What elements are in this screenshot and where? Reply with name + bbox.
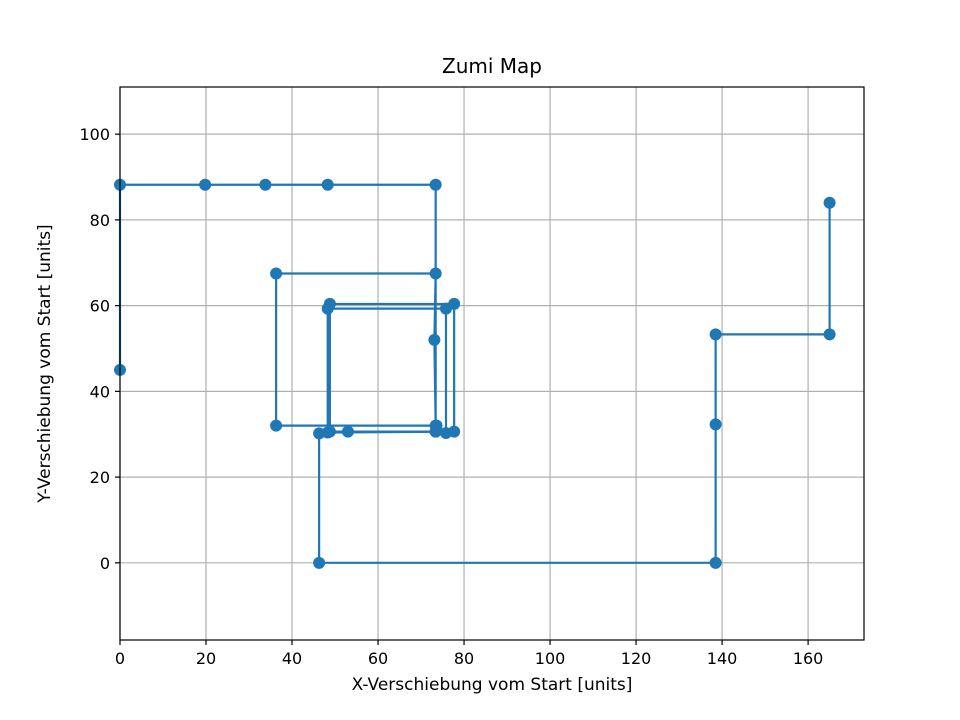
y-tick-label: 40 (90, 382, 110, 401)
data-point (448, 425, 461, 438)
y-axis-label: Y-Verschiebung vom Start [units] (35, 224, 55, 503)
chart-title: Zumi Map (442, 54, 542, 78)
x-axis-label: X-Verschiebung vom Start [units] (352, 675, 633, 695)
data-point (823, 196, 836, 209)
data-point (323, 425, 336, 438)
y-tick-label: 60 (90, 297, 110, 316)
y-tick-label: 0 (100, 554, 110, 573)
data-point (323, 297, 336, 310)
data-point (341, 425, 354, 438)
y-tick-label: 20 (90, 468, 110, 487)
data-point (313, 556, 326, 569)
x-tick-label: 80 (454, 649, 474, 668)
data-point (428, 333, 441, 346)
series-line (118, 183, 831, 564)
data-point (270, 419, 283, 432)
plot-frame (119, 86, 865, 641)
data-point (429, 178, 442, 191)
data-point (321, 178, 334, 191)
x-tick-label: 0 (115, 649, 125, 668)
data-point (199, 178, 212, 191)
data-point (709, 556, 722, 569)
axis-ticks: 0 20 40 60 80 100 120 140 160 0 20 40 60 80 100 (79, 125, 823, 668)
data-point (429, 425, 442, 438)
data-point (270, 267, 283, 280)
y-tick-label: 100 (79, 125, 110, 144)
x-tick-label: 120 (621, 649, 652, 668)
series-layer (114, 178, 836, 569)
x-tick-label: 140 (707, 649, 738, 668)
data-point (823, 328, 836, 341)
data-point (429, 267, 442, 280)
x-tick-label: 160 (793, 649, 824, 668)
grid (119, 87, 864, 640)
x-tick-label: 100 (535, 649, 566, 668)
data-point (709, 328, 722, 341)
data-point (709, 418, 722, 431)
x-tick-label: 20 (196, 649, 216, 668)
y-tick-label: 80 (90, 211, 110, 230)
data-point (259, 178, 272, 191)
x-tick-label: 40 (282, 649, 302, 668)
data-point (448, 297, 461, 310)
x-tick-label: 60 (368, 649, 388, 668)
